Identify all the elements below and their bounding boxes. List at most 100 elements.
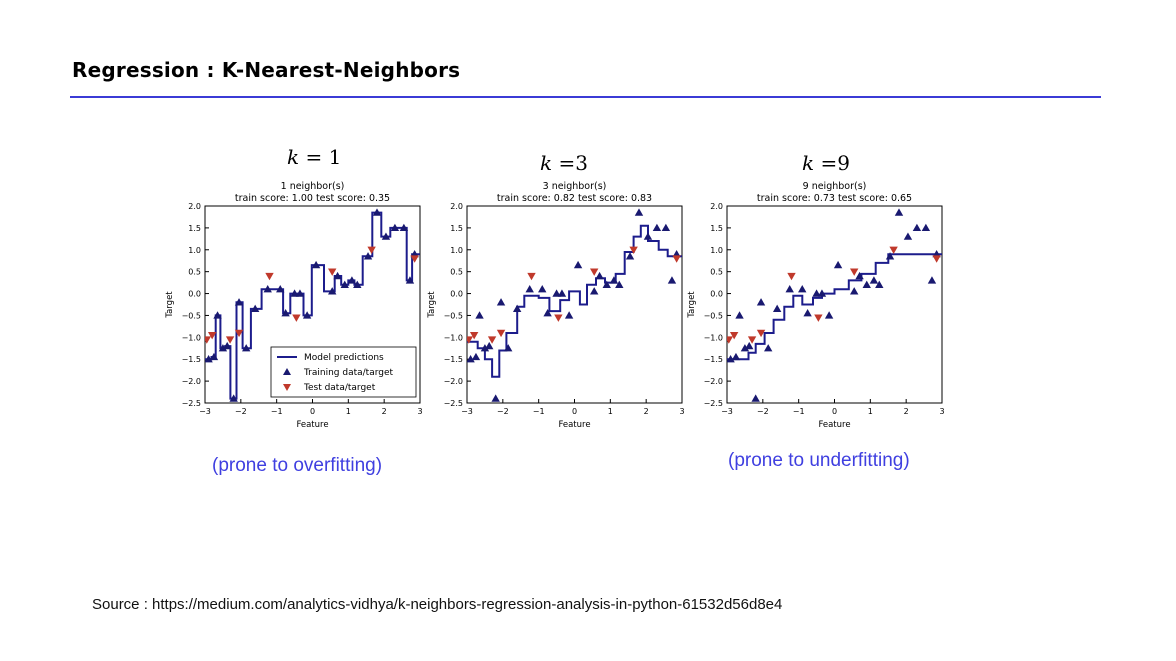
test-point: [889, 246, 898, 254]
test-point: [629, 246, 638, 254]
k-label-9: k =9: [802, 151, 850, 175]
training-point: [333, 271, 342, 280]
test-point: [850, 268, 859, 276]
training-point: [921, 223, 931, 232]
training-point: [399, 223, 409, 232]
training-point: [205, 355, 213, 363]
training-point: [573, 260, 583, 269]
training-point: [903, 232, 913, 240]
plot-title: 3 neighbor(s): [543, 181, 607, 192]
training-point: [564, 311, 574, 319]
test-point: [328, 268, 337, 276]
plot-title: 9 neighbor(s): [803, 181, 867, 192]
x-tick-label: −1: [793, 407, 805, 416]
x-tick-label: 0: [572, 407, 577, 416]
plot-area: [727, 208, 942, 402]
test-point: [265, 272, 274, 281]
plot-subtitle: train score: 0.73 test score: 0.65: [757, 193, 912, 204]
x-tick-label: −3: [199, 407, 211, 416]
knn-plot-k9: 9 neighbor(s)train score: 0.73 test scor…: [687, 181, 945, 430]
training-point: [798, 284, 807, 293]
training-point: [290, 289, 299, 297]
legend-test-label: Test data/target: [303, 383, 376, 393]
x-tick-label: −3: [721, 407, 733, 416]
x-tick-label: −1: [533, 407, 545, 416]
y-tick-label: −1.0: [444, 333, 463, 342]
overfitting-note: (prone to overfitting): [212, 455, 383, 476]
training-point: [652, 223, 662, 232]
test-point: [410, 255, 419, 263]
k-symbol: k: [287, 145, 300, 169]
y-tick-label: −2.5: [704, 399, 723, 408]
y-tick-label: 1.0: [710, 246, 723, 255]
test-point: [727, 336, 733, 344]
plot-subtitle: train score: 0.82 test score: 0.83: [497, 193, 652, 204]
test-point: [814, 314, 823, 322]
training-point: [602, 280, 611, 288]
training-point: [485, 341, 494, 350]
training-point: [764, 344, 773, 352]
training-point: [557, 289, 567, 297]
test-point: [527, 272, 536, 281]
x-tick-label: −2: [235, 407, 247, 416]
x-tick-label: −1: [271, 407, 283, 416]
legend-train-swatch: [283, 368, 291, 375]
test-point: [756, 329, 766, 338]
training-point: [363, 252, 373, 260]
training-point: [850, 287, 859, 295]
x-tick-label: 2: [382, 407, 387, 416]
y-tick-label: −1.0: [704, 333, 723, 342]
k-value: = 1: [299, 145, 342, 169]
plot-area: [205, 208, 420, 402]
y-axis-label: Target: [427, 291, 437, 319]
training-point: [223, 341, 232, 350]
training-point: [824, 311, 834, 319]
y-tick-label: 2.0: [450, 202, 463, 211]
training-point: [340, 280, 349, 288]
y-tick-label: −2.5: [182, 399, 201, 408]
training-point: [731, 352, 741, 361]
training-point: [302, 311, 312, 319]
training-point: [347, 276, 357, 284]
test-point: [729, 331, 739, 340]
test-point: [590, 268, 599, 276]
training-point: [538, 284, 547, 293]
training-point: [405, 276, 415, 284]
y-tick-label: 0.5: [710, 268, 723, 277]
training-point: [543, 309, 552, 317]
training-point: [615, 280, 624, 288]
training-point: [471, 352, 481, 361]
x-tick-label: 1: [346, 407, 351, 416]
y-tick-label: 0.0: [450, 290, 463, 299]
plot-area: [467, 208, 682, 402]
test-point: [787, 272, 796, 281]
y-tick-label: 1.5: [188, 224, 201, 233]
training-point: [812, 289, 821, 297]
k-symbol: k: [802, 151, 815, 175]
training-point: [328, 287, 337, 295]
x-tick-label: 2: [904, 407, 909, 416]
y-tick-label: −2.0: [704, 377, 723, 386]
training-point: [496, 298, 506, 306]
y-tick-label: −1.0: [182, 333, 201, 342]
training-point: [353, 280, 362, 288]
training-point: [609, 276, 619, 284]
plot-title: 1 neighbor(s): [281, 181, 345, 192]
x-tick-label: −2: [757, 407, 769, 416]
test-point: [205, 336, 211, 344]
training-point: [595, 271, 604, 280]
x-tick-label: 0: [832, 407, 837, 416]
plot-subtitle: train score: 1.00 test score: 0.35: [235, 193, 390, 204]
k-value: =3: [552, 151, 588, 175]
k-label-3: k =3: [540, 151, 588, 175]
y-tick-label: 1.0: [188, 246, 201, 255]
x-axis-label: Feature: [558, 420, 590, 430]
y-tick-label: 0.0: [188, 290, 201, 299]
training-point: [590, 287, 599, 295]
training-point: [525, 284, 534, 293]
legend-model-label: Model predictions: [304, 353, 384, 363]
training-point: [209, 352, 219, 361]
training-point: [785, 284, 794, 293]
slide-title: Regression : K-Nearest-Neighbors: [72, 58, 461, 82]
knn-plot-k3: 3 neighbor(s)train score: 0.82 test scor…: [427, 181, 685, 430]
